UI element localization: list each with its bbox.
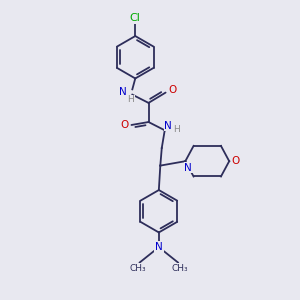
Text: N: N	[119, 87, 127, 97]
Text: N: N	[164, 121, 172, 130]
Text: O: O	[232, 156, 240, 166]
Text: CH₃: CH₃	[171, 264, 188, 273]
Text: O: O	[168, 85, 176, 94]
Text: CH₃: CH₃	[130, 264, 146, 273]
Text: N: N	[155, 242, 163, 252]
Text: H: H	[128, 95, 134, 104]
Text: O: O	[121, 120, 129, 130]
Text: H: H	[173, 125, 180, 134]
Text: Cl: Cl	[130, 14, 141, 23]
Text: N: N	[184, 163, 192, 173]
